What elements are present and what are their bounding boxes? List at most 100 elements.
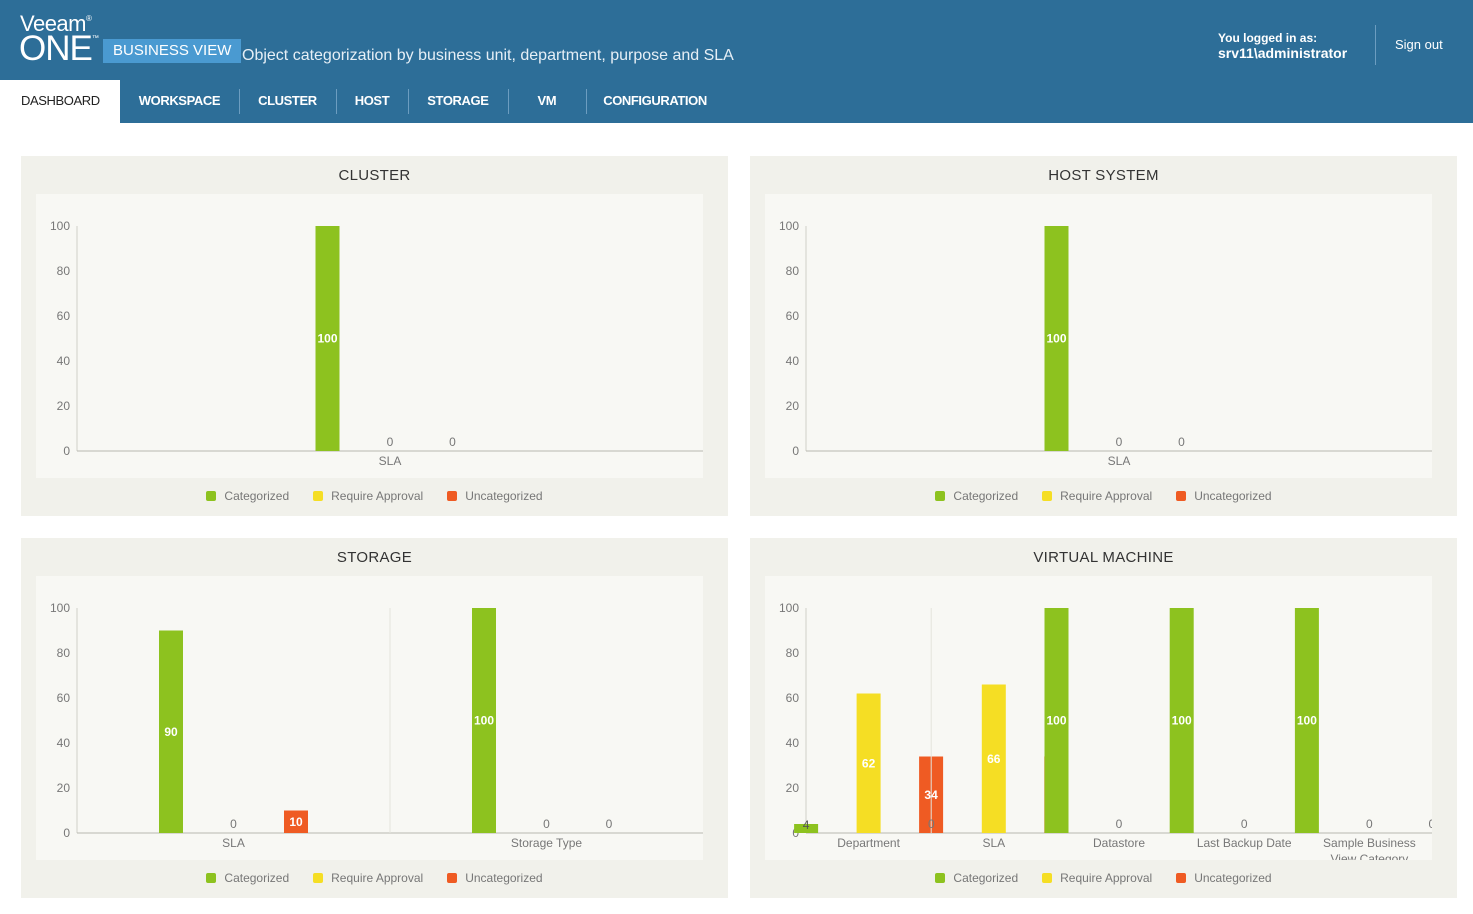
bar-value-label: 90 — [164, 725, 178, 739]
bar-value-label: 0 — [1366, 817, 1373, 831]
y-tick-label: 20 — [57, 781, 71, 795]
legend-label: Categorized — [224, 489, 290, 503]
categorized-swatch — [206, 491, 217, 501]
bar-value-label: 62 — [862, 756, 876, 770]
legend-label: Uncategorized — [1194, 489, 1272, 503]
legend-uncategorized[interactable]: Uncategorized — [447, 489, 543, 503]
host-panel-title: HOST SYSTEM — [1048, 167, 1159, 184]
uncategorized-swatch — [1176, 491, 1187, 501]
y-tick-label: 20 — [786, 399, 800, 413]
legend-label: Require Approval — [1060, 871, 1153, 885]
bar-value-label: 4 — [803, 818, 810, 832]
y-tick-label: 80 — [786, 646, 800, 660]
bar-categorized[interactable] — [315, 226, 340, 451]
tab-host[interactable]: HOST — [335, 80, 409, 123]
legend-label: Categorized — [953, 489, 1019, 503]
legend-require-approval[interactable]: Require Approval — [313, 489, 423, 503]
vm-legend: Categorized Require Approval Uncategoriz… — [750, 871, 1457, 885]
host-legend: Categorized Require Approval Uncategoriz… — [750, 489, 1457, 503]
x-tick-label: Last Backup Date — [1197, 836, 1292, 850]
x-tick-label: Department — [837, 836, 900, 850]
legend-categorized[interactable]: Categorized — [206, 871, 289, 885]
business-view-badge: BUSINESS VIEW — [103, 39, 242, 63]
legend-require-approval[interactable]: Require Approval — [1042, 489, 1152, 503]
tab-vm[interactable]: VM — [507, 80, 587, 123]
y-tick-label: 0 — [63, 826, 70, 840]
host-chart: 0 20 40 60 80 100 100 0 0 SLA — [765, 194, 1432, 478]
bar-value-label: 100 — [1172, 714, 1192, 728]
cluster-chart: 0 20 40 60 80 100 100 0 0 SLA — [36, 194, 703, 478]
page-subtitle: Object categorization by business unit, … — [242, 47, 734, 64]
app-header: Veeam® ONE™ BUSINESS VIEW Object categor… — [0, 0, 1473, 123]
y-tick-label: 0 — [63, 444, 70, 458]
legend-label: Uncategorized — [465, 871, 543, 885]
y-tick-label: 60 — [57, 309, 71, 323]
legend-categorized[interactable]: Categorized — [935, 489, 1018, 503]
legend-categorized[interactable]: Categorized — [206, 489, 289, 503]
cluster-legend: Categorized Require Approval Uncategoriz… — [21, 489, 728, 503]
bar-value-label: 10 — [289, 815, 303, 829]
tab-storage[interactable]: STORAGE — [408, 80, 507, 123]
categorized-swatch — [206, 873, 217, 883]
tab-cluster[interactable]: CLUSTER — [239, 80, 336, 123]
bar-value-label: 0 — [230, 817, 237, 831]
y-tick-label: 80 — [57, 264, 71, 278]
x-tick-label: Datastore — [1093, 836, 1145, 850]
bar-value-label: 66 — [987, 752, 1001, 766]
header-divider — [1375, 25, 1376, 65]
vm-panel: VIRTUAL MACHINE 02040608010046234Departm… — [750, 538, 1457, 898]
require-approval-swatch — [1042, 491, 1053, 501]
legend-label: Require Approval — [331, 489, 424, 503]
y-tick-label: 40 — [57, 736, 71, 750]
y-tick-label: 60 — [786, 691, 800, 705]
bar-require-approval[interactable] — [981, 684, 1006, 834]
uncategorized-swatch — [447, 491, 458, 501]
uncategorized-swatch — [1176, 873, 1187, 883]
bar-value-label: 100 — [317, 332, 337, 346]
bar-value-label: 0 — [1429, 817, 1432, 831]
bar-categorized[interactable] — [159, 630, 183, 834]
legend-uncategorized[interactable]: Uncategorized — [447, 871, 543, 885]
bar-categorized[interactable] — [1169, 608, 1194, 833]
legend-categorized[interactable]: Categorized — [935, 871, 1018, 885]
y-tick-label: 40 — [786, 354, 800, 368]
legend-label: Categorized — [224, 871, 290, 885]
bar-value-label: 100 — [1046, 714, 1066, 728]
bar-categorized[interactable] — [472, 608, 496, 833]
tab-configuration[interactable]: CONFIGURATION — [586, 80, 726, 123]
require-approval-swatch — [313, 491, 324, 501]
legend-label: Require Approval — [331, 871, 424, 885]
x-tick-label: SLA — [222, 836, 245, 850]
cluster-panel-title: CLUSTER — [338, 167, 411, 184]
bar-categorized[interactable] — [1044, 608, 1069, 833]
y-tick-label: 60 — [786, 309, 800, 323]
bar-value-label: 0 — [1241, 817, 1248, 831]
y-tick-label: 20 — [57, 399, 71, 413]
y-tick-label: 40 — [786, 736, 800, 750]
bar-value-label: 0 — [1116, 435, 1123, 449]
y-tick-label: 20 — [786, 781, 800, 795]
bar-uncategorized[interactable] — [284, 810, 308, 834]
bar-categorized[interactable] — [1294, 608, 1319, 833]
tab-dashboard[interactable]: DASHBOARD — [0, 80, 120, 123]
legend-label: Categorized — [953, 871, 1019, 885]
bar-categorized[interactable] — [1044, 226, 1069, 451]
legend-require-approval[interactable]: Require Approval — [313, 871, 423, 885]
x-tick-label: SLA — [982, 836, 1005, 850]
legend-label: Require Approval — [1060, 489, 1153, 503]
bar-value-label: 0 — [387, 435, 394, 449]
legend-uncategorized[interactable]: Uncategorized — [1176, 489, 1272, 503]
bar-require-approval[interactable] — [856, 693, 881, 834]
sign-out-link[interactable]: Sign out — [1395, 37, 1443, 52]
bar-categorized[interactable] — [794, 824, 819, 833]
bar-value-label: 100 — [1046, 332, 1066, 346]
legend-require-approval[interactable]: Require Approval — [1042, 871, 1152, 885]
legend-uncategorized[interactable]: Uncategorized — [1176, 871, 1272, 885]
x-tick-label: SLA — [1108, 454, 1131, 468]
x-tick-label: View Category — [1330, 852, 1408, 860]
storage-panel-title: STORAGE — [336, 549, 413, 566]
storage-chart: 0 20 40 60 80 100 90 0 10 SLA 100 0 0 Storage Type — [36, 576, 703, 860]
storage-panel: STORAGE 0 20 40 60 80 100 90 0 10 SLA 100 0 0 Storage… — [21, 538, 728, 898]
tab-workspace[interactable]: WORKSPACE — [138, 93, 221, 108]
y-tick-label: 60 — [57, 691, 71, 705]
